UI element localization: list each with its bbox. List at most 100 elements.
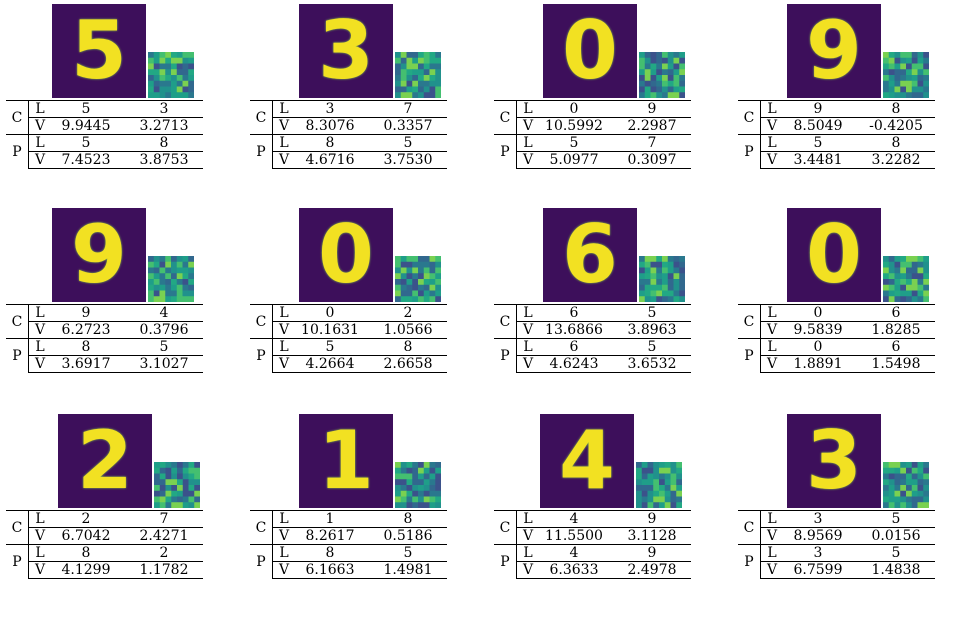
row-label-l: L (516, 510, 535, 528)
row-label-v: V (28, 321, 47, 339)
row-label-v: V (760, 151, 779, 169)
cell-value: 3 (779, 544, 857, 562)
score-table: C L 3 5 V 8.9569 0.0156 P L 3 5 V 6.7599… (738, 510, 935, 579)
cell-value: 5 (291, 338, 369, 356)
row-label-v: V (272, 117, 291, 135)
digit-glyph: 3 (806, 414, 862, 507)
cell-value: 4 (535, 510, 613, 528)
example-panel: 9 C L 9 8 V 8.5049 -0.4205 P L 5 8 V (738, 4, 970, 204)
cell-value: 0.0156 (857, 527, 935, 545)
row-label-l: L (28, 100, 47, 118)
cell-value: 3.1128 (613, 527, 691, 545)
group-label-c: C (738, 100, 761, 135)
cell-value: 5 (369, 544, 447, 562)
digit-image: 6 (543, 208, 637, 302)
cell-value: 11.5500 (535, 527, 613, 545)
digit-glyph: 0 (806, 208, 862, 301)
cell-value: 1 (291, 510, 369, 528)
feature-map-image (883, 462, 929, 508)
cell-value: 5 (613, 338, 691, 356)
cell-value: 10.1631 (291, 321, 369, 339)
cell-value: 8 (369, 510, 447, 528)
score-table: C L 0 9 V 10.5992 2.2987 P L 5 7 V 5.097… (494, 100, 691, 169)
cell-value: 6 (857, 338, 935, 356)
row-label-v: V (272, 527, 291, 545)
cell-value: 9 (47, 304, 125, 322)
feature-map-image (395, 462, 441, 508)
cell-value: 3 (779, 510, 857, 528)
cell-value: 0 (779, 304, 857, 322)
feature-map-image (148, 52, 194, 98)
digit-image: 0 (299, 208, 393, 302)
row-label-l: L (272, 338, 291, 356)
cell-value: 1.8891 (779, 355, 857, 373)
score-table: C L 0 2 V 10.1631 1.0566 P L 5 8 V 4.266… (250, 304, 447, 373)
example-panel: 5 C L 5 3 V 9.9445 3.2713 P L 5 8 V (6, 4, 238, 204)
score-table: C L 6 5 V 13.6866 3.8963 P L 6 5 V 4.624… (494, 304, 691, 373)
cell-value: 0.3796 (125, 321, 203, 339)
feature-map-image (154, 462, 200, 508)
row-label-v: V (516, 151, 535, 169)
cell-value: -0.4205 (857, 117, 935, 135)
row-label-l: L (760, 510, 779, 528)
group-label-c: C (250, 304, 273, 339)
example-panel: 0 C L 0 9 V 10.5992 2.2987 P L 5 7 V (494, 4, 726, 204)
digit-glyph: 1 (318, 414, 374, 507)
cell-value: 1.8285 (857, 321, 935, 339)
cell-value: 9.5839 (779, 321, 857, 339)
cell-value: 13.6866 (535, 321, 613, 339)
cell-value: 4 (125, 304, 203, 322)
example-panel: 4 C L 4 9 V 11.5500 3.1128 P L 4 9 V (494, 414, 726, 614)
cell-value: 9.9445 (47, 117, 125, 135)
group-label-p: P (494, 338, 517, 373)
group-label-c: C (250, 510, 273, 545)
digit-image: 9 (52, 208, 146, 302)
cell-value: 8 (857, 100, 935, 118)
cell-value: 6 (857, 304, 935, 322)
cell-value: 5 (779, 134, 857, 152)
cell-value: 8.9569 (779, 527, 857, 545)
cell-value: 3.2713 (125, 117, 203, 135)
cell-value: 3.1027 (125, 355, 203, 373)
cell-value: 3.6532 (613, 355, 691, 373)
cell-value: 3.6917 (47, 355, 125, 373)
row-label-l: L (760, 304, 779, 322)
row-label-l: L (272, 510, 291, 528)
cell-value: 3.8753 (125, 151, 203, 169)
example-panel: 3 C L 3 5 V 8.9569 0.0156 P L 3 5 V (738, 414, 970, 614)
row-label-l: L (28, 304, 47, 322)
group-label-p: P (250, 544, 273, 579)
example-panel: 0 C L 0 2 V 10.1631 1.0566 P L 5 8 V (250, 208, 482, 408)
feature-map-image (883, 256, 929, 302)
example-panel: 6 C L 6 5 V 13.6866 3.8963 P L 6 5 V (494, 208, 726, 408)
cell-value: 6.3633 (535, 561, 613, 579)
cell-value: 5 (125, 338, 203, 356)
digit-glyph: 5 (71, 4, 127, 97)
row-label-l: L (272, 134, 291, 152)
score-table: C L 5 3 V 9.9445 3.2713 P L 5 8 V 7.4523… (6, 100, 203, 169)
group-label-c: C (6, 100, 29, 135)
row-label-v: V (760, 321, 779, 339)
row-label-l: L (760, 338, 779, 356)
row-label-v: V (760, 355, 779, 373)
cell-value: 9 (613, 544, 691, 562)
group-label-p: P (738, 338, 761, 373)
example-panel: 9 C L 9 4 V 6.2723 0.3796 P L 8 5 V (6, 208, 238, 408)
cell-value: 6.2723 (47, 321, 125, 339)
cell-value: 3.2282 (857, 151, 935, 169)
digit-image: 4 (540, 414, 634, 508)
example-panel: 0 C L 0 6 V 9.5839 1.8285 P L 0 6 V (738, 208, 970, 408)
cell-value: 7 (125, 510, 203, 528)
feature-map-image (148, 256, 194, 302)
row-label-v: V (516, 355, 535, 373)
digit-image: 3 (299, 4, 393, 98)
cell-value: 5 (47, 100, 125, 118)
cell-value: 0 (291, 304, 369, 322)
group-label-p: P (494, 134, 517, 169)
cell-value: 2 (369, 304, 447, 322)
cell-value: 3 (291, 100, 369, 118)
cell-value: 4.2664 (291, 355, 369, 373)
digit-glyph: 2 (77, 414, 133, 507)
example-panel: 1 C L 1 8 V 8.2617 0.5186 P L 8 5 V (250, 414, 482, 614)
row-label-l: L (272, 304, 291, 322)
